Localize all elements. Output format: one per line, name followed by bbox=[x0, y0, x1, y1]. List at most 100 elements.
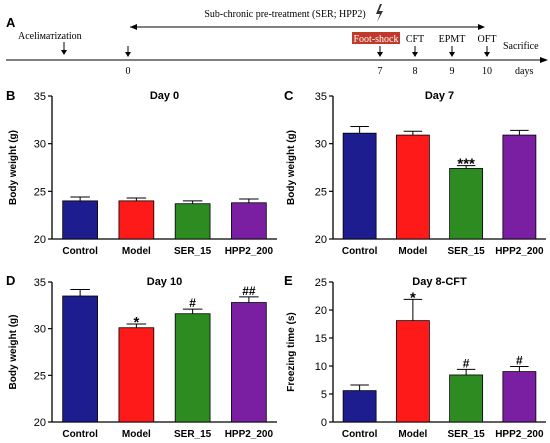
bar bbox=[62, 295, 98, 423]
x-tick-label: SER_15 bbox=[448, 429, 486, 440]
x-tick-label: Control bbox=[342, 246, 378, 257]
timeline-marker-arrowhead bbox=[377, 52, 383, 57]
x-tick-label: SER_15 bbox=[448, 246, 486, 257]
significance-marker: *** bbox=[457, 156, 475, 173]
y-tick-label: 15 bbox=[315, 333, 327, 345]
significance-marker: * bbox=[410, 289, 416, 306]
x-tick-label: HPP2_200 bbox=[225, 429, 274, 440]
y-tick-label: 35 bbox=[34, 277, 46, 289]
bar bbox=[231, 302, 267, 423]
x-tick-label: HPP2_200 bbox=[225, 246, 274, 257]
lightning-icon bbox=[376, 4, 383, 22]
timeline-marker-arrowhead bbox=[412, 52, 418, 57]
chart-panel-d: D Day 10 Body weight (g) 20 25 30 35 Control Mod… bbox=[6, 273, 277, 440]
timeline-marker-arrowhead bbox=[484, 52, 490, 57]
x-tick-label: Model bbox=[398, 429, 427, 440]
y-tick-label: 25 bbox=[315, 186, 327, 198]
y-axis-label: Body weight (g) bbox=[8, 315, 19, 390]
x-tick-label: SER_15 bbox=[174, 429, 212, 440]
x-tick-label: Model bbox=[398, 246, 427, 257]
x-tick-label: Model bbox=[122, 429, 151, 440]
timeline-marker-arrowhead bbox=[125, 52, 131, 57]
y-axis-label: Freezing time (s) bbox=[286, 312, 297, 391]
y-tick-label: 20 bbox=[34, 417, 46, 429]
y-tick-label: 35 bbox=[315, 91, 327, 103]
bar bbox=[62, 200, 98, 240]
footshock-box bbox=[352, 32, 400, 44]
y-tick-label: 30 bbox=[34, 324, 46, 336]
y-tick-label: 20 bbox=[34, 234, 46, 246]
pretreatment-label: Sub-chronic pre-treatment (SER; HPP2) bbox=[204, 9, 365, 20]
chart-panel-b: B Day 0 Body weight (g) 20 25 30 35 Control Mode… bbox=[6, 88, 277, 257]
pretreatment-arrow-left bbox=[130, 24, 137, 30]
y-tick-label: 0 bbox=[321, 417, 327, 429]
y-tick-label: 25 bbox=[34, 186, 46, 198]
bar bbox=[118, 327, 155, 423]
timeline-day-label: 9 bbox=[450, 66, 455, 77]
chart-title: Day 10 bbox=[147, 276, 182, 288]
x-tick-label: Control bbox=[62, 246, 98, 257]
x-tick-label: Control bbox=[342, 429, 378, 440]
x-tick-label: SER_15 bbox=[174, 246, 212, 257]
timeline-panel: A Aceliматization Sub-chronic pre-treatm… bbox=[6, 4, 548, 77]
timeline-event-label: CFT bbox=[406, 34, 424, 45]
x-tick-label: Model bbox=[122, 246, 151, 257]
bar bbox=[174, 313, 211, 423]
y-tick-label: 25 bbox=[315, 277, 327, 289]
chart-title: Day 7 bbox=[425, 90, 454, 102]
significance-marker: # bbox=[463, 356, 470, 370]
y-axis-label: Body weight (g) bbox=[8, 130, 19, 205]
panel-letter: C bbox=[284, 88, 294, 103]
bar bbox=[449, 168, 484, 240]
significance-marker: # bbox=[516, 354, 523, 368]
acclimatization-arrowhead bbox=[61, 50, 67, 55]
timeline-marker-arrowhead bbox=[449, 52, 455, 57]
y-tick-label: 30 bbox=[315, 139, 327, 151]
panel-letter: B bbox=[6, 88, 15, 103]
timeline-day-label: 8 bbox=[413, 66, 418, 77]
timeline-day-label: 7 bbox=[378, 66, 383, 77]
significance-marker: ## bbox=[242, 284, 256, 298]
y-tick-label: 5 bbox=[321, 389, 327, 401]
timeline-axis-arrowhead bbox=[540, 57, 548, 63]
bar bbox=[502, 371, 537, 423]
panel-letter-a: A bbox=[6, 15, 16, 30]
bar bbox=[231, 202, 267, 240]
y-axis-label: Body weight (g) bbox=[286, 130, 297, 205]
chart-panel-e: E Day 8-CFT Freezing time (s) 0 5 10 15 20 25 Con… bbox=[284, 273, 546, 440]
x-tick-label: Control bbox=[62, 429, 98, 440]
chart-panel-c: C Day 7 Body weight (g) 20 25 30 35 Control Mode… bbox=[284, 88, 546, 257]
y-tick-label: 25 bbox=[34, 370, 46, 382]
panel-letter: D bbox=[6, 273, 15, 288]
footshock-label: Foot-shock bbox=[354, 34, 399, 45]
acclimatization-label: Aceliматization bbox=[18, 31, 82, 42]
x-tick-label: HPP2_200 bbox=[495, 246, 544, 257]
bar bbox=[118, 200, 155, 240]
sacrifice-label: Sacrifice bbox=[503, 41, 539, 52]
bar bbox=[342, 390, 377, 423]
timeline-event-label: OFT bbox=[478, 34, 497, 45]
y-tick-label: 20 bbox=[315, 234, 327, 246]
y-tick-label: 20 bbox=[315, 305, 327, 317]
bar bbox=[395, 320, 430, 423]
y-tick-label: 35 bbox=[34, 91, 46, 103]
y-tick-label: 30 bbox=[34, 139, 46, 151]
significance-marker: * bbox=[133, 314, 139, 331]
chart-title: Day 0 bbox=[150, 90, 179, 102]
timeline-event-label: EPMT bbox=[439, 34, 466, 45]
pretreatment-arrow-right bbox=[478, 24, 485, 30]
bar bbox=[395, 134, 430, 240]
timeline-day-label: 0 bbox=[126, 66, 131, 77]
bar bbox=[174, 203, 211, 240]
days-label: days bbox=[515, 66, 533, 77]
panel-letter: E bbox=[284, 273, 293, 288]
timeline-day-label: 10 bbox=[482, 66, 492, 77]
x-tick-label: HPP2_200 bbox=[495, 429, 544, 440]
bar bbox=[342, 132, 377, 240]
bar bbox=[502, 134, 537, 240]
chart-title: Day 8-CFT bbox=[412, 276, 467, 288]
y-tick-label: 10 bbox=[315, 361, 327, 373]
bar bbox=[449, 374, 484, 423]
significance-marker: # bbox=[189, 296, 196, 310]
